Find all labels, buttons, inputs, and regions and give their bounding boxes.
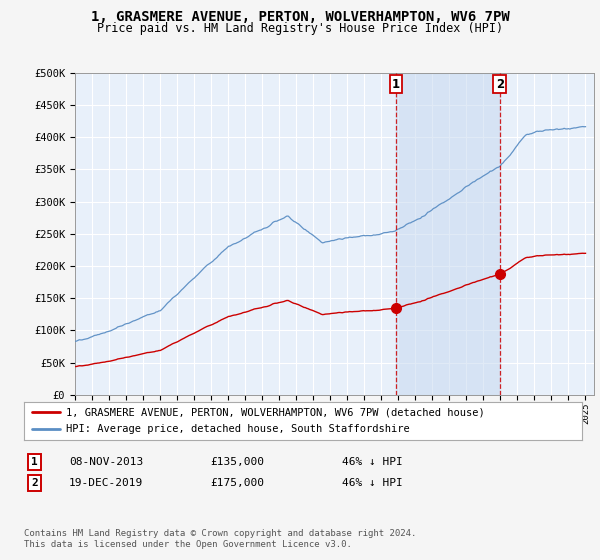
Text: 1, GRASMERE AVENUE, PERTON, WOLVERHAMPTON, WV6 7PW (detached house): 1, GRASMERE AVENUE, PERTON, WOLVERHAMPTO… — [66, 407, 485, 417]
Text: 46% ↓ HPI: 46% ↓ HPI — [342, 457, 403, 467]
Text: 1, GRASMERE AVENUE, PERTON, WOLVERHAMPTON, WV6 7PW: 1, GRASMERE AVENUE, PERTON, WOLVERHAMPTO… — [91, 10, 509, 24]
Text: 19-DEC-2019: 19-DEC-2019 — [69, 478, 143, 488]
Text: 46% ↓ HPI: 46% ↓ HPI — [342, 478, 403, 488]
Text: 2: 2 — [496, 78, 504, 91]
Text: 2: 2 — [31, 478, 38, 488]
Text: £135,000: £135,000 — [210, 457, 264, 467]
Text: Price paid vs. HM Land Registry's House Price Index (HPI): Price paid vs. HM Land Registry's House … — [97, 22, 503, 35]
Text: Contains HM Land Registry data © Crown copyright and database right 2024.
This d: Contains HM Land Registry data © Crown c… — [24, 529, 416, 549]
Bar — [396, 73, 500, 395]
Text: HPI: Average price, detached house, South Staffordshire: HPI: Average price, detached house, Sout… — [66, 424, 410, 435]
Text: 1: 1 — [392, 78, 400, 91]
Text: 1: 1 — [31, 457, 38, 467]
Text: £175,000: £175,000 — [210, 478, 264, 488]
Text: 08-NOV-2013: 08-NOV-2013 — [69, 457, 143, 467]
